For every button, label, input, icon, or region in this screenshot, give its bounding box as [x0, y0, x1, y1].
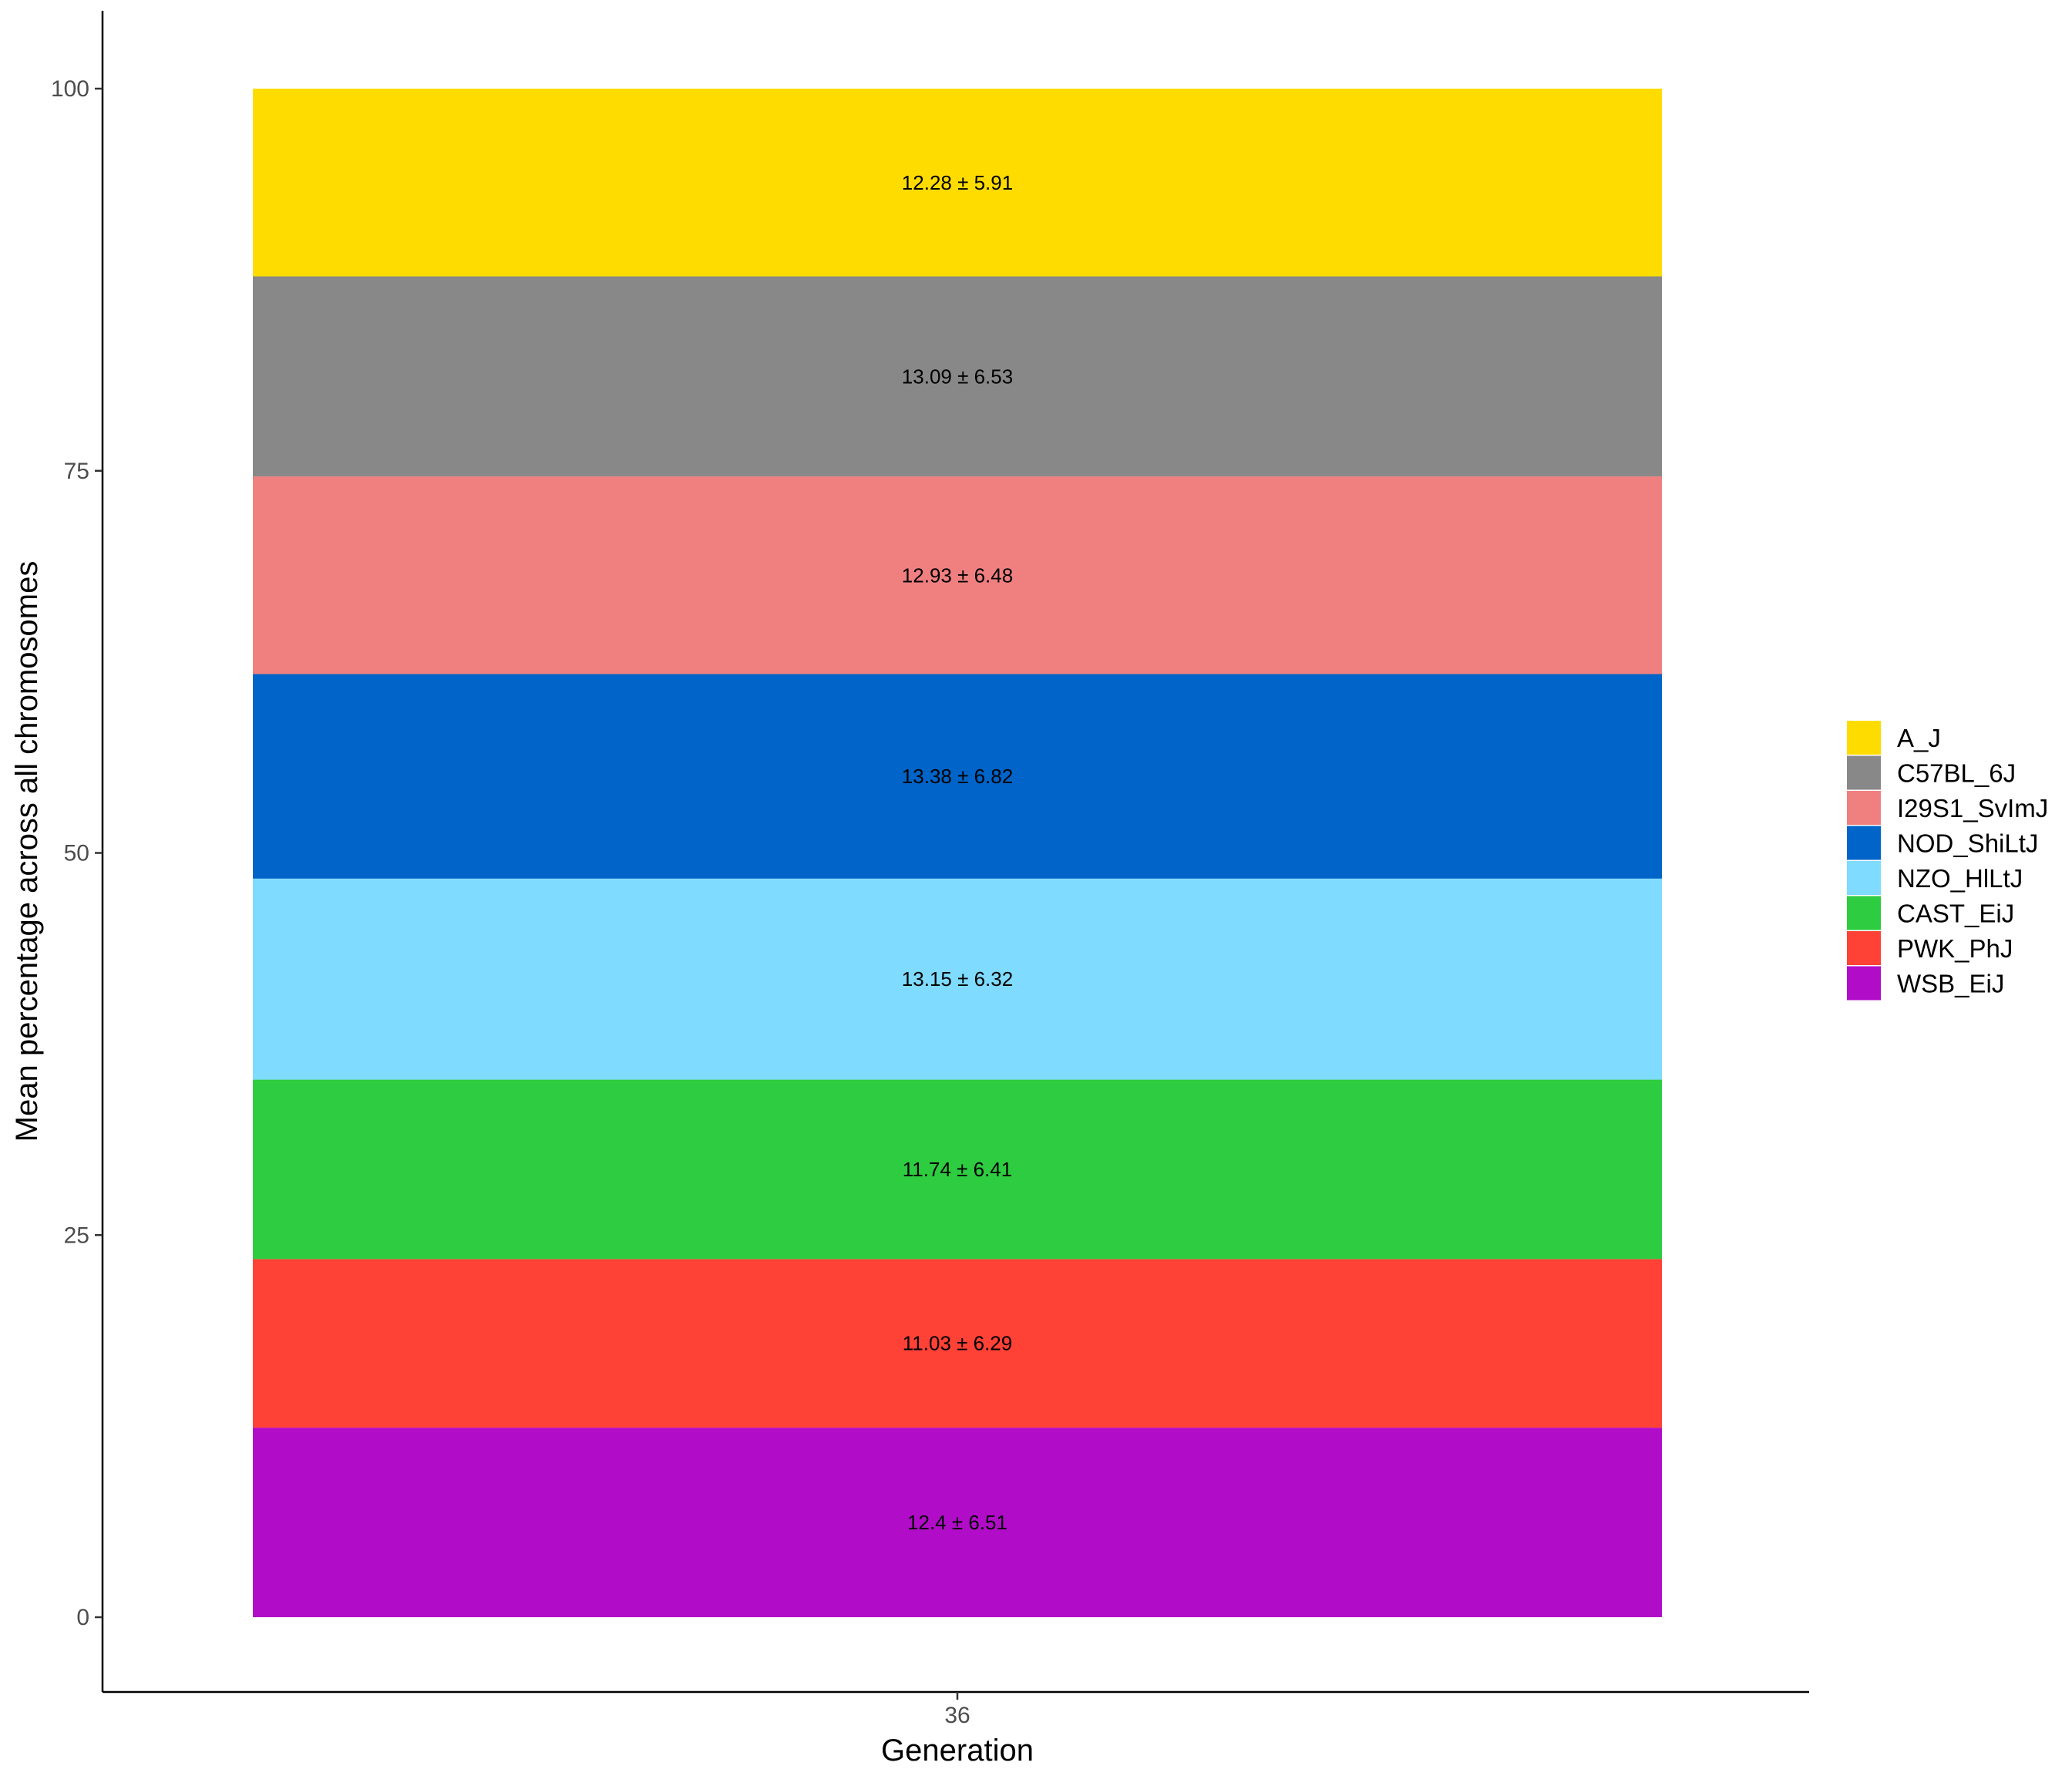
y-tick-label: 75: [64, 459, 89, 484]
legend-key-WSB_EiJ: [1847, 966, 1881, 1001]
segment-label-CAST_EiJ: 11.74 ± 6.41: [903, 1158, 1012, 1181]
y-tick-label: 25: [64, 1223, 89, 1248]
bar-segment-A_J: [253, 89, 1662, 277]
legend-label-A_J: A_J: [1897, 724, 1941, 752]
bar-segment-NZO_HlLtJ: [253, 878, 1662, 1080]
segment-labels: 12.4 ± 6.51 11.03 ± 6.29 11.74 ± 6.41 13.15…: [902, 171, 1013, 1534]
segment-label-PWK_PhJ: 11.03 ± 6.29: [903, 1332, 1012, 1355]
y-axis-ticks: 0 25 50 75 100: [51, 76, 103, 1630]
bar-segment-CAST_EiJ: [253, 1079, 1662, 1260]
legend-label-CAST_EiJ: CAST_EiJ: [1897, 900, 2014, 928]
legend-label-C57BL_6J: C57BL_6J: [1897, 759, 2016, 788]
bar-segment-I29S1_SvImJ: [253, 476, 1662, 674]
y-axis-title: Mean percentage across all chromosomes: [10, 561, 44, 1142]
legend-key-NZO_HlLtJ: [1847, 861, 1881, 895]
legend-key-C57BL_6J: [1847, 755, 1881, 790]
segment-label-WSB_EiJ: 12.4 ± 6.51: [907, 1511, 1007, 1534]
legend-label-NOD_ShiLtJ: NOD_ShiLtJ: [1897, 829, 2038, 858]
legend-key-PWK_PhJ: [1847, 931, 1881, 965]
legend-label-WSB_EiJ: WSB_EiJ: [1897, 970, 2004, 998]
segment-label-I29S1_SvImJ: 12.93 ± 6.48: [902, 563, 1013, 587]
legend-key-CAST_EiJ: [1847, 896, 1881, 930]
segment-label-A_J: 12.28 ± 5.91: [902, 171, 1013, 194]
x-axis-ticks: 36: [944, 1692, 970, 1728]
y-tick-label: 50: [64, 841, 89, 866]
bar-segment-NOD_ShiLtJ: [253, 674, 1662, 879]
legend-label-NZO_HlLtJ: NZO_HlLtJ: [1897, 864, 2023, 893]
bar-segment-PWK_PhJ: [253, 1259, 1662, 1428]
bar-segment-WSB_EiJ: [253, 1428, 1662, 1617]
segment-label-C57BL_6J: 13.09 ± 6.53: [902, 365, 1013, 388]
legend-key-I29S1_SvImJ: [1847, 791, 1881, 825]
legend-label-PWK_PhJ: PWK_PhJ: [1897, 934, 2013, 963]
legend-key-NOD_ShiLtJ: [1847, 826, 1881, 860]
segment-label-NOD_ShiLtJ: 13.38 ± 6.82: [902, 765, 1013, 788]
bar-segment-C57BL_6J: [253, 276, 1662, 477]
legend-key-A_J: [1847, 721, 1881, 755]
segment-label-NZO_HlLtJ: 13.15 ± 6.32: [902, 967, 1013, 991]
legend: A_J C57BL_6J I29S1_SvImJ NOD_ShiLtJ NZO_HlLt…: [1847, 721, 2048, 1001]
x-tick-label: 36: [944, 1703, 970, 1728]
axes: [101, 11, 1809, 1694]
legend-label-I29S1_SvImJ: I29S1_SvImJ: [1897, 794, 2048, 822]
y-tick-label: 100: [51, 76, 89, 102]
y-tick-label: 0: [76, 1605, 89, 1630]
bar-stack: [253, 89, 1662, 1617]
x-axis-title: Generation: [881, 1734, 1034, 1768]
